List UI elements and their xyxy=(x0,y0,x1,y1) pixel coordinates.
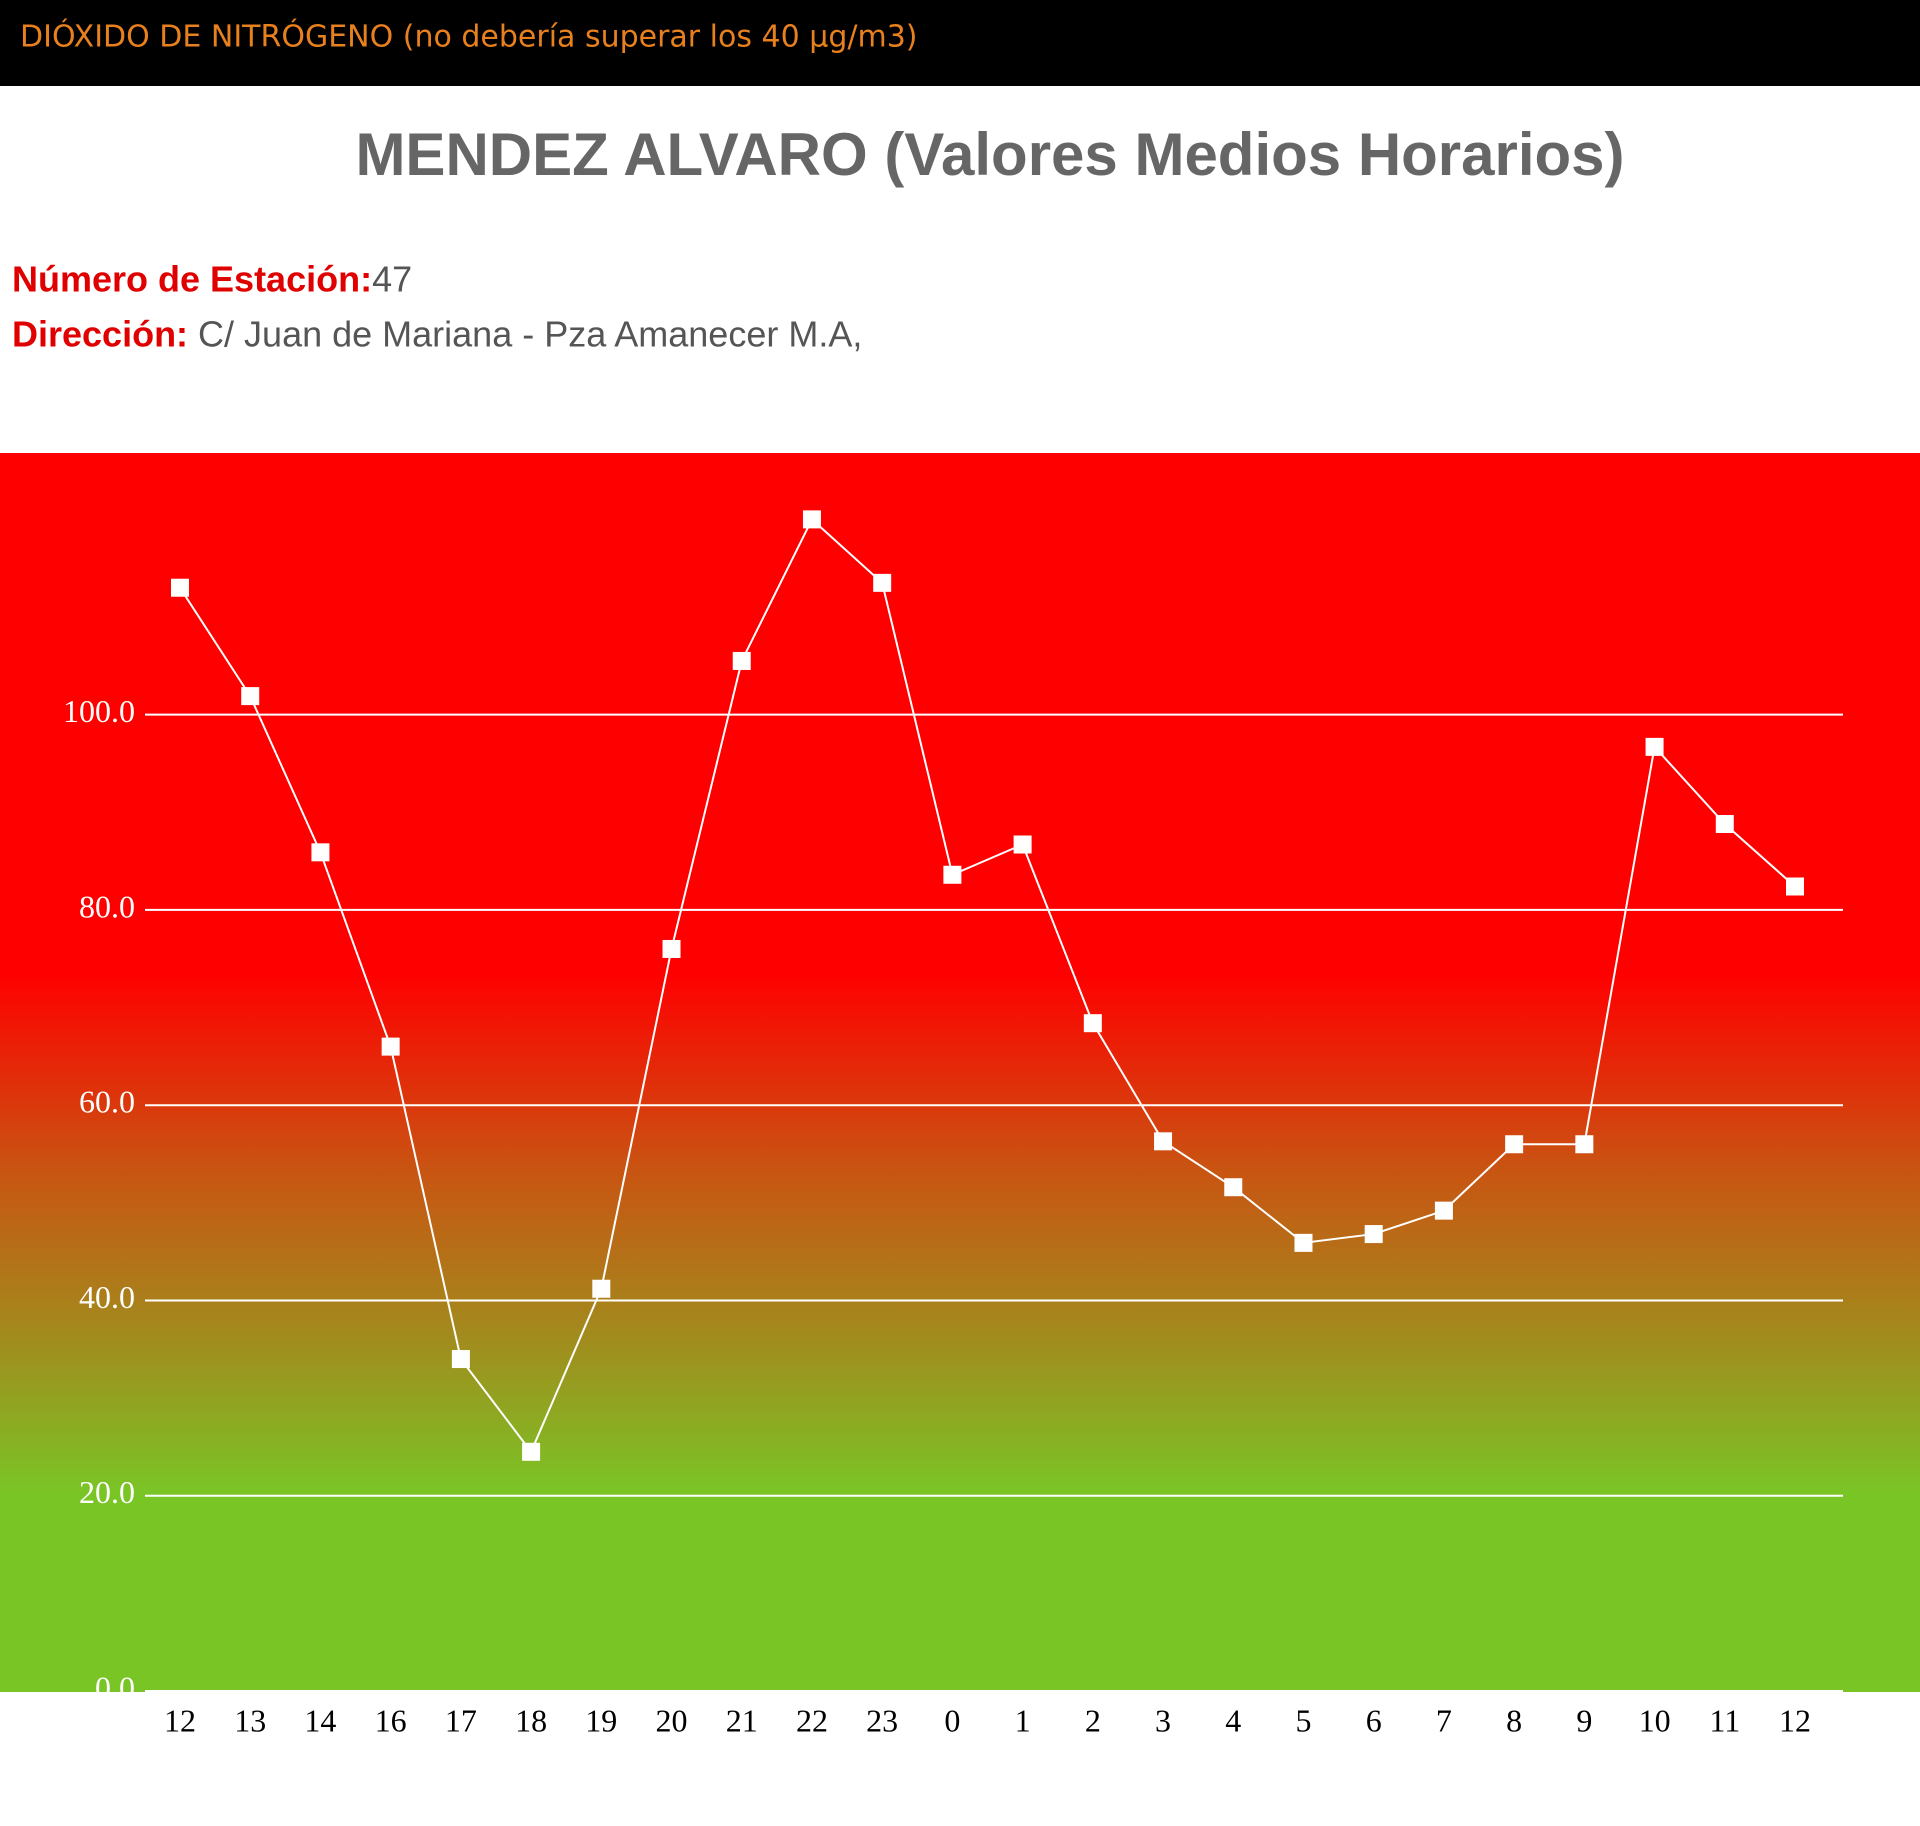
x-tick-label: 7 xyxy=(1436,1702,1452,1738)
header-bar xyxy=(0,0,1920,86)
x-tick-label: 11 xyxy=(1709,1702,1740,1738)
address-line: Dirección: C/ Juan de Mariana - Pza Amane… xyxy=(12,314,862,355)
data-point xyxy=(1434,1201,1453,1220)
x-tick-label: 16 xyxy=(375,1702,407,1738)
x-tick-label: 3 xyxy=(1155,1702,1171,1738)
data-point xyxy=(943,865,962,884)
x-tick-label: 1 xyxy=(1015,1702,1031,1738)
x-tick-label: 6 xyxy=(1366,1702,1382,1738)
x-tick-label: 14 xyxy=(304,1702,336,1738)
y-tick-label: 80.0 xyxy=(79,888,135,924)
header-text: DIÓXIDO DE NITRÓGENO (no debería superar… xyxy=(20,18,918,55)
data-point xyxy=(1224,1178,1243,1197)
data-point xyxy=(522,1442,541,1461)
x-tick-label: 18 xyxy=(515,1702,547,1738)
x-tick-label: 4 xyxy=(1225,1702,1241,1738)
data-point xyxy=(451,1350,470,1369)
data-point xyxy=(1083,1014,1102,1033)
data-line xyxy=(179,517,1796,1454)
data-point xyxy=(1575,1135,1594,1154)
data-point xyxy=(1013,835,1032,854)
data-point xyxy=(1294,1233,1313,1252)
y-tick-label: 100.0 xyxy=(63,693,135,729)
x-tick-label: 17 xyxy=(445,1702,477,1738)
x-tick-label: 21 xyxy=(726,1702,758,1738)
data-point xyxy=(1154,1132,1173,1151)
address-value: C/ Juan de Mariana - Pza Amanecer M.A, xyxy=(198,314,862,355)
x-tick-label: 22 xyxy=(796,1702,828,1738)
y-tick-label: 20.0 xyxy=(79,1474,135,1510)
data-point xyxy=(1786,877,1804,896)
data-point xyxy=(311,843,330,862)
x-tick-label: 5 xyxy=(1295,1702,1311,1738)
chart-title: MENDEZ ALVARO (Valores Medios Horarios) xyxy=(355,121,1624,188)
data-point xyxy=(241,687,260,706)
data-point xyxy=(662,939,681,958)
station-value: 47 xyxy=(372,259,412,300)
data-point xyxy=(381,1037,400,1056)
plot-background xyxy=(0,453,1920,1692)
x-tick-label: 13 xyxy=(234,1702,266,1738)
data-point xyxy=(873,573,892,592)
station-line: Número de Estación:47 xyxy=(12,259,412,300)
x-tick-label: 0 xyxy=(944,1702,960,1738)
station-label: Número de Estación: xyxy=(12,259,372,300)
y-tick-label: 0.0 xyxy=(95,1669,135,1705)
x-tick-label: 9 xyxy=(1576,1702,1592,1738)
address-label: Dirección: xyxy=(12,314,188,355)
data-point xyxy=(732,651,751,670)
x-tick-label: 8 xyxy=(1506,1702,1522,1738)
x-tick-label: 2 xyxy=(1085,1702,1101,1738)
x-tick-label: 10 xyxy=(1639,1702,1671,1738)
data-point xyxy=(802,510,821,529)
x-tick-label: 20 xyxy=(656,1702,688,1738)
x-tick-label: 23 xyxy=(866,1702,898,1738)
x-tick-label: 19 xyxy=(585,1702,617,1738)
data-point xyxy=(171,578,189,597)
data-point xyxy=(1645,737,1664,756)
data-point xyxy=(1364,1225,1383,1244)
y-tick-label: 60.0 xyxy=(79,1084,135,1120)
x-tick-label: 12 xyxy=(1779,1702,1811,1738)
data-point xyxy=(1715,815,1734,834)
x-tick-label: 12 xyxy=(164,1702,196,1738)
data-point xyxy=(1505,1135,1524,1154)
data-point xyxy=(592,1279,611,1298)
y-tick-label: 40.0 xyxy=(79,1279,135,1315)
